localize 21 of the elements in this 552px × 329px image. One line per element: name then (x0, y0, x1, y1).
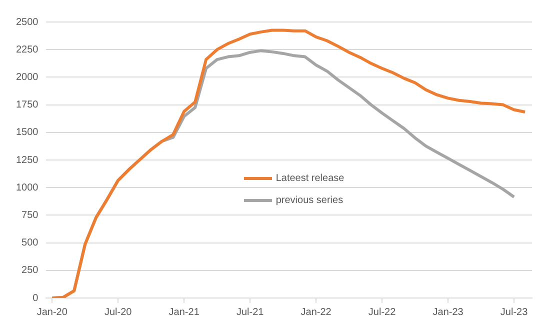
y-tick-label: 2000 (16, 72, 39, 83)
y-tick-label: 2250 (16, 44, 39, 56)
y-tick-label: 0 (32, 292, 39, 304)
x-tick-label: Jan-22 (300, 306, 332, 318)
x-tick-label: Jul-21 (236, 306, 264, 318)
y-tick-label: 1500 (16, 127, 39, 138)
y-tick-label: 250 (22, 265, 39, 276)
y-tick-label: 1000 (16, 182, 39, 194)
y-tick-label: 750 (22, 210, 39, 221)
x-tick-label: Jul-20 (104, 306, 132, 318)
y-tick-label: 1250 (16, 154, 39, 166)
x-tick-label: Jul-22 (368, 306, 396, 318)
legend-label: Lateest release (276, 173, 344, 184)
y-tick-label: 1750 (16, 100, 39, 111)
x-tick-label: Jan-23 (432, 306, 464, 318)
x-tick-label: Jan-21 (168, 306, 200, 318)
y-tick-label: 500 (22, 238, 39, 249)
y-tick-label: 2500 (16, 16, 39, 28)
x-tick-label: Jan-20 (36, 306, 68, 318)
legend-label: previous series (276, 195, 344, 206)
x-tick-label: Jul-23 (500, 306, 528, 318)
